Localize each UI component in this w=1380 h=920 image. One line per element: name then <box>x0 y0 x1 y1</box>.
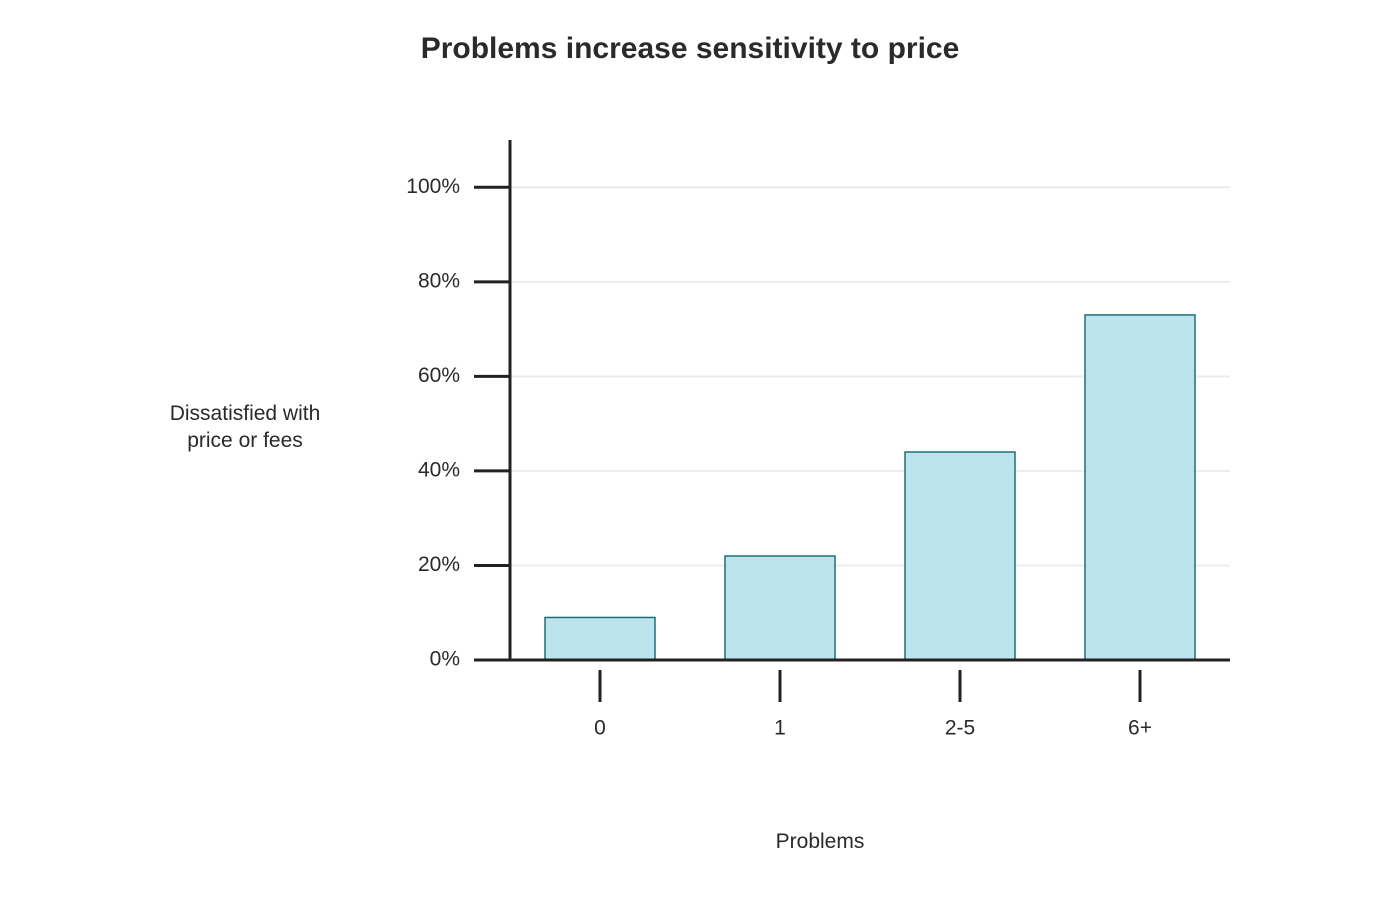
bar <box>1085 315 1195 660</box>
x-tick-label: 1 <box>774 716 786 739</box>
x-axis-label: Problems <box>380 830 1260 854</box>
x-tick-label: 6+ <box>1128 716 1152 739</box>
y-axis-label: Dissatisfied with price or fees <box>130 400 360 455</box>
y-tick-label: 80% <box>418 269 460 292</box>
bar <box>905 452 1015 660</box>
y-tick-label: 20% <box>418 553 460 576</box>
x-tick-label: 2-5 <box>945 716 975 739</box>
chart-container: Problems increase sensitivity to price D… <box>0 0 1380 920</box>
bar <box>545 617 655 660</box>
y-axis-label-line2: price or fees <box>187 429 303 452</box>
y-tick-label: 0% <box>430 648 460 671</box>
y-tick-label: 60% <box>418 364 460 387</box>
y-axis-label-line1: Dissatisfied with <box>170 402 321 425</box>
bar-chart: 0% 20% 40% 60% 80% 100% 0 1 2-5 6+ <box>380 120 1260 800</box>
x-tick-label: 0 <box>594 716 606 739</box>
bar <box>725 556 835 660</box>
y-tick-label: 40% <box>418 458 460 481</box>
chart-title: Problems increase sensitivity to price <box>0 32 1380 66</box>
y-tick-label: 100% <box>406 175 460 198</box>
